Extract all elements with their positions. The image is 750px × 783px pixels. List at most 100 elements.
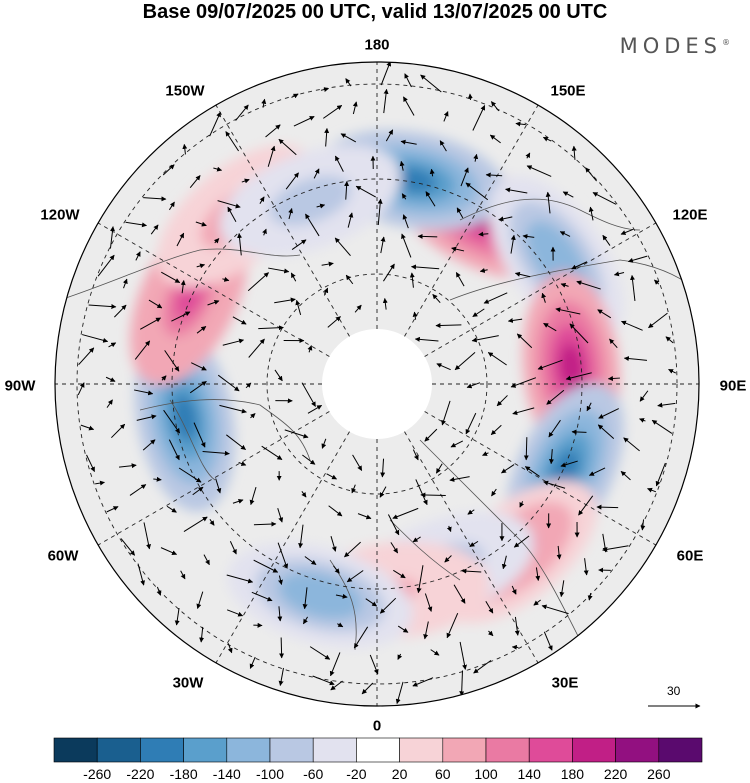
wind-vector — [412, 677, 434, 687]
wind-vector — [309, 646, 331, 660]
wind-vector — [483, 292, 508, 304]
wind-vector — [361, 682, 374, 695]
wind-vector — [164, 350, 180, 372]
wind-vector — [262, 228, 267, 236]
wind-vector — [109, 226, 115, 249]
wind-vector — [559, 580, 565, 598]
wind-vector — [537, 359, 563, 370]
wind-vector — [111, 423, 126, 439]
brand-mark: ® — [722, 38, 730, 47]
colorbar-segment — [399, 737, 444, 763]
wind-vector — [232, 498, 244, 504]
wind-vector — [133, 389, 154, 396]
wind-vector — [397, 625, 409, 633]
wind-vector — [482, 451, 489, 456]
colorbar-segment — [528, 737, 573, 763]
wind-vector — [97, 254, 115, 277]
wind-vector — [288, 207, 294, 220]
wind-vector — [559, 231, 571, 237]
wind-vector — [515, 121, 526, 127]
wind-vector — [180, 570, 186, 580]
wind-vector — [253, 521, 277, 527]
wind-vector — [416, 565, 424, 594]
wind-vector — [323, 287, 329, 296]
wind-vector — [334, 155, 344, 172]
wind-vector — [196, 326, 207, 334]
wind-vector — [487, 352, 507, 366]
wind-vector — [597, 309, 612, 319]
wind-vector — [460, 167, 469, 187]
wind-vector — [178, 467, 202, 483]
wind-vector — [467, 509, 475, 515]
lon-label-180: 180 — [364, 36, 390, 54]
wind-vector — [168, 201, 175, 211]
wind-vector — [401, 233, 412, 258]
wind-vector — [473, 153, 479, 162]
wind-vector — [161, 271, 181, 284]
wind-vector — [135, 251, 141, 261]
wind-vector — [516, 333, 533, 349]
colorbar-segment — [615, 737, 660, 763]
wind-vector — [556, 545, 562, 560]
wind-vector — [347, 212, 354, 228]
wind-vector — [514, 616, 520, 636]
wind-vector — [541, 292, 547, 303]
wind-vector — [365, 598, 378, 607]
wind-vector — [222, 276, 230, 282]
wind-vector — [472, 308, 485, 318]
wind-vector — [222, 338, 245, 346]
wind-vector — [488, 630, 494, 637]
wind-vector — [227, 643, 233, 654]
wind-vector — [441, 400, 451, 426]
wind-vector — [344, 180, 350, 200]
wind-vector — [501, 464, 515, 474]
wind-vector — [202, 450, 230, 456]
anomaly-blob — [559, 343, 584, 391]
wind-vector — [546, 389, 565, 405]
wind-vector — [320, 87, 330, 92]
wind-vector — [195, 221, 207, 227]
wind-vector — [301, 491, 307, 498]
wind-vector — [278, 667, 284, 686]
wind-vector — [160, 547, 178, 555]
wind-vector — [436, 363, 451, 371]
wind-vector — [657, 402, 676, 408]
wind-vector — [444, 555, 452, 563]
wind-vector — [424, 428, 438, 442]
wind-vector — [267, 145, 276, 167]
wind-vector — [380, 458, 386, 478]
wind-vector — [305, 213, 320, 237]
latitude-circle — [171, 178, 583, 590]
wind-vector — [291, 93, 299, 99]
wind-vector — [454, 352, 476, 371]
colorbar-tick-label: -60 — [303, 766, 324, 782]
wind-vector — [248, 338, 265, 358]
wind-vector — [108, 342, 117, 348]
wind-vector — [510, 377, 537, 388]
wind-vector — [630, 274, 636, 301]
wind-vector — [219, 404, 247, 414]
wind-vector — [345, 78, 352, 87]
wind-vector — [277, 542, 289, 569]
wind-vector — [395, 681, 404, 705]
wind-vector — [514, 271, 531, 278]
colorbar — [53, 737, 703, 763]
colorbar-segment — [356, 737, 400, 763]
wind-vector — [613, 271, 625, 277]
wind-vector — [435, 463, 443, 474]
pole-cap — [322, 329, 432, 439]
anomaly-blob — [539, 237, 574, 280]
colorbar-segment — [485, 737, 530, 763]
wind-vector — [450, 440, 464, 448]
wind-vector — [505, 187, 528, 194]
wind-vector — [114, 304, 127, 318]
map-border — [54, 61, 700, 707]
wind-vector — [453, 584, 466, 604]
wind-vector — [321, 261, 334, 267]
wind-vector — [609, 338, 618, 348]
wind-vector — [354, 304, 362, 313]
wind-vector — [344, 541, 361, 558]
graticule — [55, 62, 699, 706]
wind-vector — [410, 264, 440, 270]
wind-vector — [587, 592, 593, 601]
